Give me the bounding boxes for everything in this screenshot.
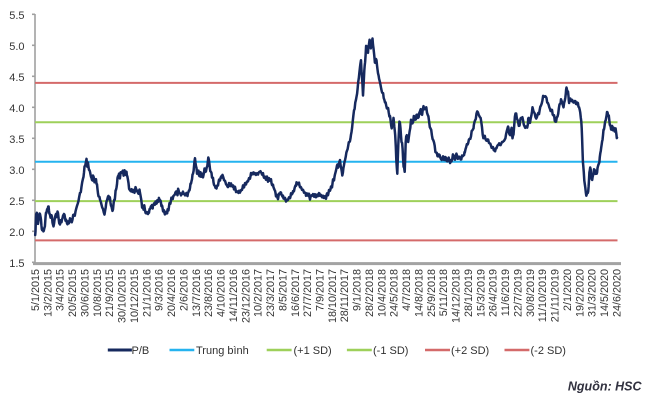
svg-text:10/12/2015: 10/12/2015 (129, 269, 141, 323)
svg-text:10/8/2015: 10/8/2015 (92, 269, 104, 317)
svg-text:4/10/2016: 4/10/2016 (216, 269, 228, 317)
svg-text:20/4/2016: 20/4/2016 (166, 269, 178, 317)
svg-text:23/12/2016: 23/12/2016 (240, 269, 252, 323)
svg-text:18/10/2017: 18/10/2017 (327, 269, 339, 323)
svg-text:23/8/2016: 23/8/2016 (203, 269, 215, 317)
svg-text:13/2/2015: 13/2/2015 (42, 269, 54, 317)
svg-text:9/3/2016: 9/3/2016 (154, 269, 166, 311)
svg-text:28/2/2018: 28/2/2018 (364, 269, 376, 317)
svg-text:(+1 SD): (+1 SD) (294, 345, 332, 357)
svg-text:(-2 SD): (-2 SD) (531, 345, 566, 357)
svg-text:2/6/2016: 2/6/2016 (178, 269, 190, 311)
svg-text:30/10/2015: 30/10/2015 (117, 269, 129, 323)
svg-text:4/7/2018: 4/7/2018 (401, 269, 413, 311)
svg-text:P/B: P/B (132, 345, 150, 357)
svg-text:8/5/2017: 8/5/2017 (277, 269, 289, 311)
svg-text:2.5: 2.5 (9, 196, 24, 208)
svg-text:21/1/2016: 21/1/2016 (141, 269, 153, 317)
svg-text:24/6/2020: 24/6/2020 (611, 269, 623, 317)
svg-text:10/2/2017: 10/2/2017 (253, 269, 265, 317)
svg-text:24/5/2018: 24/5/2018 (389, 269, 401, 317)
svg-text:31/3/2020: 31/3/2020 (587, 269, 599, 317)
svg-text:7/9/2017: 7/9/2017 (315, 269, 327, 311)
svg-text:26/4/2019: 26/4/2019 (488, 269, 500, 317)
svg-text:5.5: 5.5 (9, 10, 24, 22)
svg-text:14/8/2018: 14/8/2018 (414, 269, 426, 317)
svg-text:(+2 SD): (+2 SD) (451, 345, 489, 357)
svg-text:22/7/2019: 22/7/2019 (512, 269, 524, 317)
svg-text:14/11/2016: 14/11/2016 (228, 269, 240, 322)
svg-text:5.0: 5.0 (9, 41, 24, 53)
svg-text:2/1/2020: 2/1/2020 (562, 269, 574, 311)
svg-text:21/9/2015: 21/9/2015 (104, 269, 116, 317)
svg-text:30/8/2019: 30/8/2019 (525, 269, 537, 317)
svg-text:28/1/2019: 28/1/2019 (463, 269, 475, 317)
svg-text:20/5/2015: 20/5/2015 (67, 269, 79, 317)
svg-text:3.0: 3.0 (9, 165, 24, 177)
svg-text:14/12/2018: 14/12/2018 (451, 269, 463, 323)
svg-text:23/3/2017: 23/3/2017 (265, 269, 277, 317)
svg-text:21/11/2019: 21/11/2019 (550, 269, 562, 322)
svg-text:25/9/2018: 25/9/2018 (426, 269, 438, 317)
svg-text:2.0: 2.0 (9, 227, 24, 239)
svg-text:30/6/2015: 30/6/2015 (80, 269, 92, 317)
svg-text:15/3/2019: 15/3/2019 (475, 269, 487, 317)
svg-text:5/11/2018: 5/11/2018 (438, 269, 450, 316)
svg-text:27/7/2017: 27/7/2017 (302, 269, 314, 317)
svg-text:3/4/2015: 3/4/2015 (55, 269, 67, 311)
svg-text:1.5: 1.5 (9, 258, 24, 270)
svg-text:5/1/2015: 5/1/2015 (30, 269, 42, 311)
svg-text:14/5/2020: 14/5/2020 (599, 269, 611, 317)
svg-text:19/2/2020: 19/2/2020 (574, 269, 586, 317)
svg-text:13/7/2016: 13/7/2016 (191, 269, 203, 317)
svg-text:9/1/2018: 9/1/2018 (352, 269, 364, 311)
svg-text:4.5: 4.5 (9, 72, 24, 84)
svg-text:Nguồn: HSC: Nguồn: HSC (568, 380, 643, 394)
svg-text:3.5: 3.5 (9, 134, 24, 146)
svg-text:10/4/2018: 10/4/2018 (376, 269, 388, 317)
svg-text:(-1 SD): (-1 SD) (373, 345, 408, 357)
svg-text:4.0: 4.0 (9, 103, 24, 115)
svg-text:28/11/2017: 28/11/2017 (339, 269, 351, 322)
svg-text:16/6/2017: 16/6/2017 (290, 269, 302, 317)
svg-text:11/6/2019: 11/6/2019 (500, 269, 512, 316)
svg-text:11/10/2019: 11/10/2019 (537, 269, 549, 322)
svg-text:Trung bình: Trung bình (196, 345, 249, 357)
